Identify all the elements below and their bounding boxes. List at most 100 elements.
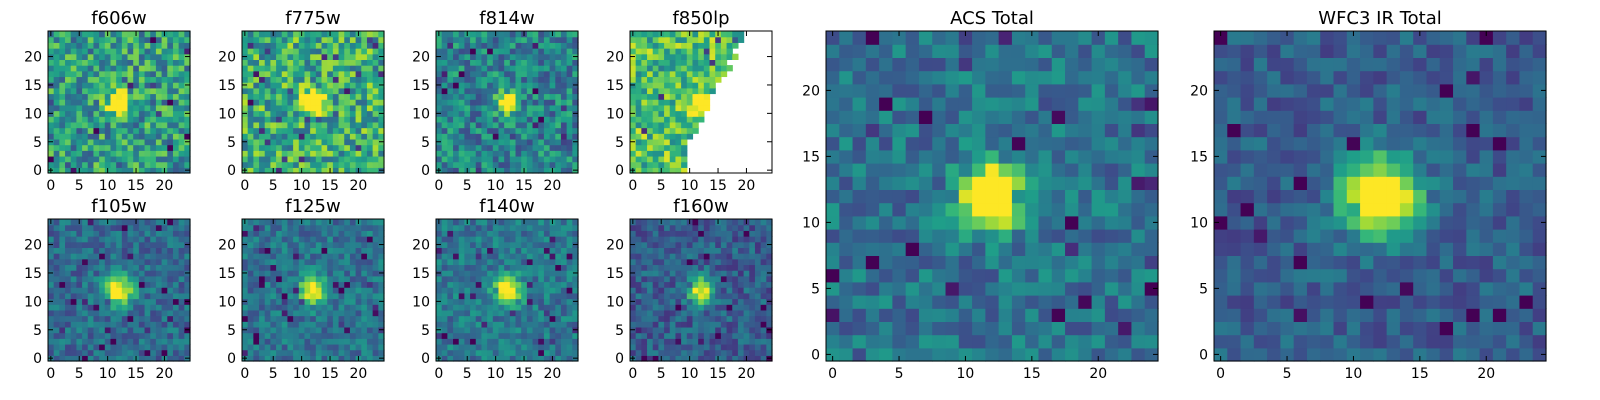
- heatmap-cell: [669, 253, 677, 260]
- heatmap-cell: [87, 59, 95, 66]
- heatmap-cell: [521, 104, 528, 112]
- heatmap-cell: [121, 36, 129, 43]
- heatmap-cell: [686, 116, 694, 123]
- heatmap-cell: [242, 121, 249, 129]
- heatmap-cell: [321, 224, 328, 231]
- heatmap-cell: [686, 343, 694, 351]
- heatmap-cell: [498, 315, 505, 322]
- heatmap-cell: [281, 121, 289, 129]
- heatmap-cell: [70, 332, 77, 339]
- heatmap-cell: [344, 355, 351, 362]
- heatmap-cell: [515, 332, 522, 339]
- heatmap-cell: [703, 332, 711, 339]
- y-tick-label: 0: [615, 351, 624, 367]
- heatmap-cell: [315, 59, 323, 66]
- heatmap-cell: [441, 93, 448, 100]
- heatmap-cell: [532, 275, 539, 283]
- heatmap-cell: [332, 270, 340, 277]
- heatmap-cell: [572, 247, 579, 254]
- heatmap-cell: [298, 309, 306, 317]
- heatmap-cell: [630, 144, 637, 151]
- heatmap-cell: [167, 281, 174, 288]
- heatmap-cell: [526, 247, 534, 254]
- heatmap-cell: [76, 287, 83, 294]
- heatmap-cell: [138, 155, 146, 163]
- heatmap-cell: [304, 138, 311, 146]
- heatmap-cell: [372, 287, 379, 294]
- heatmap-cell: [515, 236, 522, 243]
- heatmap-cell: [293, 230, 300, 237]
- heatmap-cells: [48, 219, 191, 362]
- heatmap-cell: [475, 65, 483, 72]
- heatmap-cell: [715, 36, 722, 43]
- heatmap-cell: [287, 167, 294, 174]
- heatmap-cell: [167, 93, 174, 100]
- heatmap-cell: [281, 332, 289, 339]
- heatmap-cell: [99, 87, 106, 95]
- heatmap-cell: [344, 59, 351, 66]
- heatmap-cell: [630, 42, 637, 49]
- heatmap-cell: [698, 82, 705, 89]
- heatmap-cell: [161, 82, 168, 89]
- heatmap-cells: [242, 31, 385, 174]
- heatmap-cell: [630, 264, 637, 271]
- heatmap-cell: [355, 110, 362, 117]
- heatmap-cell: [515, 292, 522, 300]
- heatmap-cell: [647, 144, 654, 151]
- heatmap-cell: [184, 349, 191, 356]
- heatmap-cell: [715, 332, 722, 339]
- heatmap-cell: [526, 42, 534, 49]
- heatmap-cell: [242, 161, 249, 168]
- heatmap-cell: [630, 343, 637, 351]
- heatmap-cell: [327, 349, 334, 356]
- heatmap-cell: [116, 76, 123, 83]
- heatmap-cell: [675, 48, 682, 55]
- heatmap-cell: [709, 31, 716, 38]
- heatmap-cell: [436, 349, 443, 356]
- heatmap-cell: [447, 144, 454, 151]
- heatmap-cell: [532, 230, 539, 237]
- heatmap-cell: [641, 219, 648, 226]
- heatmap-cell: [664, 304, 671, 311]
- heatmap-cell: [447, 349, 454, 356]
- heatmap-cell: [726, 355, 733, 362]
- heatmap-cell: [144, 236, 151, 243]
- heatmap-cell: [436, 59, 443, 66]
- heatmap-cell: [681, 304, 688, 311]
- heatmap-cell: [293, 104, 300, 112]
- heatmap-cell: [703, 48, 711, 55]
- heatmap-cell: [737, 281, 745, 288]
- heatmap-cell: [321, 99, 328, 106]
- heatmap-cell: [475, 224, 483, 231]
- heatmap-cell: [121, 76, 129, 83]
- x-tick-label: 20: [738, 366, 756, 382]
- x-tick-label: 20: [544, 366, 562, 382]
- heatmap-cell: [470, 309, 477, 317]
- heatmap-cell: [253, 116, 260, 123]
- heatmap-cell: [247, 230, 254, 237]
- heatmap-cell: [754, 338, 762, 345]
- heatmap-cell: [560, 326, 568, 334]
- heatmap-cell: [315, 167, 323, 174]
- heatmap-cell: [526, 155, 534, 163]
- heatmap-cell: [332, 53, 340, 60]
- heatmap-cell: [543, 42, 551, 49]
- heatmap-cell: [749, 275, 756, 283]
- heatmap-cell: [732, 224, 739, 231]
- heatmap-cell: [647, 99, 654, 106]
- heatmap-cell: [453, 326, 460, 334]
- heatmap-cell: [538, 99, 545, 106]
- heatmap-cell: [144, 219, 151, 226]
- heatmap-cell: [155, 304, 163, 311]
- heatmap-cell: [630, 287, 637, 294]
- heatmap-cell: [270, 292, 277, 300]
- heatmap-cell: [270, 110, 277, 117]
- heatmap-cell: [276, 304, 283, 311]
- heatmap-cell: [692, 104, 699, 112]
- heatmap-cell: [652, 53, 659, 60]
- heatmap-cell: [253, 167, 260, 174]
- heatmap-cell: [59, 59, 66, 66]
- heatmap-cell: [743, 309, 750, 317]
- heatmap-cell: [515, 82, 522, 89]
